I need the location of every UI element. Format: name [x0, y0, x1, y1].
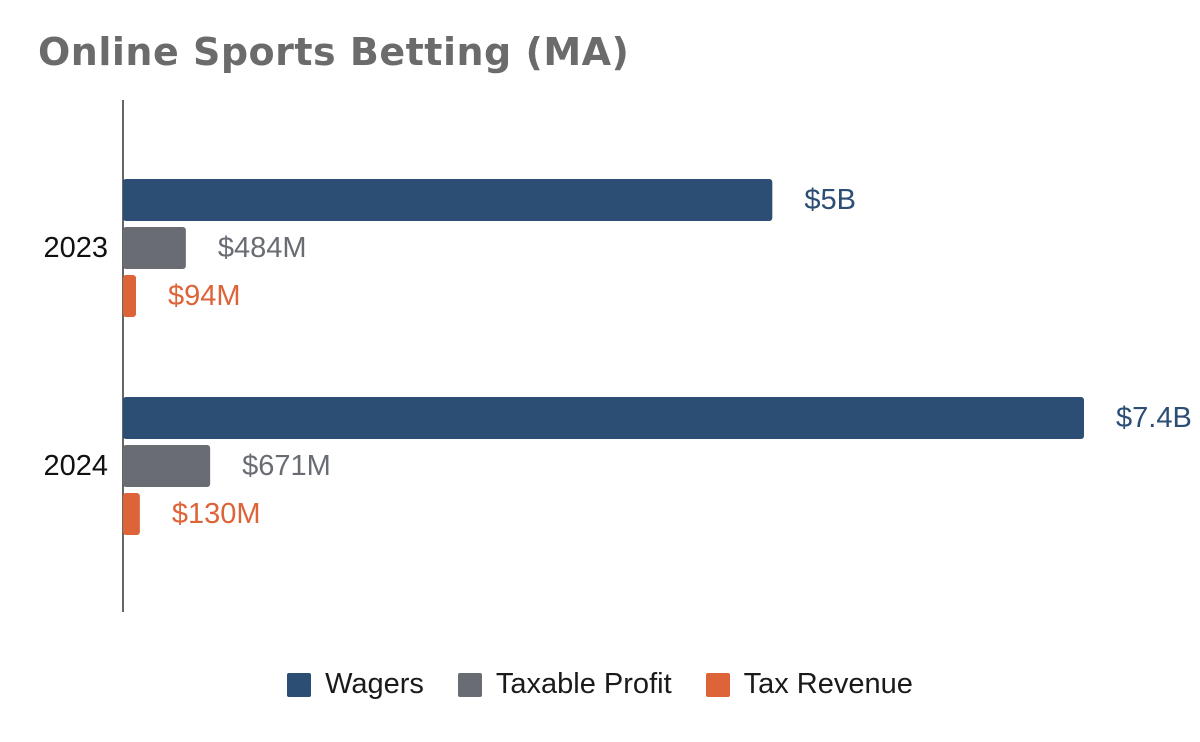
category-label: 2024 — [43, 450, 108, 482]
legend-item: Wagers — [287, 668, 424, 701]
legend-swatch — [287, 672, 312, 697]
chart-title: Online Sports Betting (MA) — [38, 30, 630, 74]
bar — [123, 275, 136, 317]
data-label: $94M — [168, 280, 241, 312]
legend: Wagers Taxable Profit Tax Revenue — [0, 668, 1200, 701]
bar — [123, 179, 773, 221]
data-label: $130M — [172, 498, 261, 530]
legend-item: Taxable Profit — [457, 668, 672, 701]
legend-item: Tax Revenue — [705, 668, 913, 701]
bar — [123, 227, 186, 269]
data-label: $671M — [242, 450, 331, 482]
bar — [123, 493, 140, 535]
legend-label: Taxable Profit — [495, 668, 672, 700]
data-label: $7.4B — [1116, 402, 1192, 434]
bar — [123, 445, 211, 487]
bar-chart: 2023 $5B $484M $94M 2024 $7.4B $671M $130M — [43, 100, 1192, 612]
data-label: $484M — [218, 232, 307, 264]
legend-label: Wagers — [325, 668, 424, 700]
bar — [123, 397, 1084, 439]
legend-swatch — [705, 672, 730, 697]
legend-label: Tax Revenue — [743, 668, 913, 700]
category-label: 2023 — [43, 232, 108, 264]
data-label: $5B — [804, 184, 856, 216]
legend-swatch — [457, 672, 482, 697]
